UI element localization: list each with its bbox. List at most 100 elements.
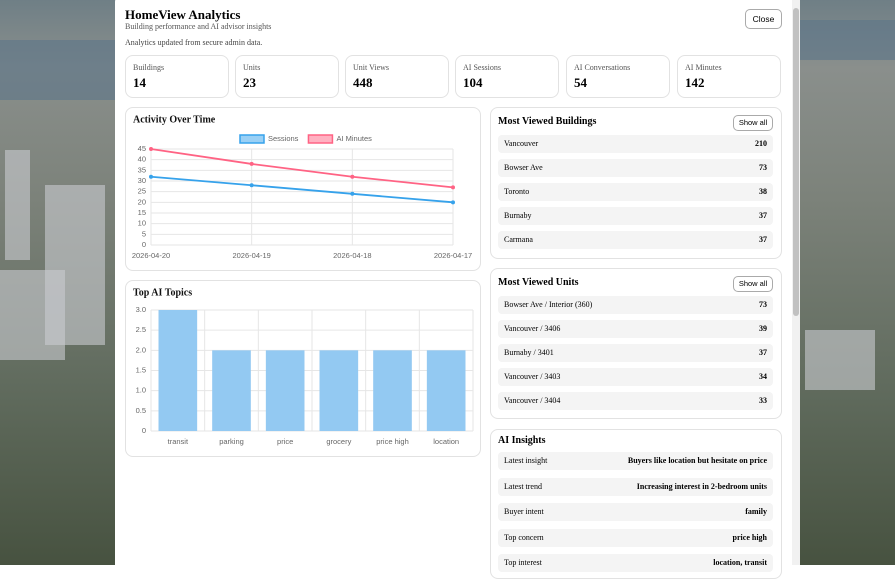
y-tick-label: 1.0 — [136, 386, 146, 395]
stat-label: AI Minutes — [685, 63, 722, 72]
list-row: Bowser Ave 73 — [498, 159, 773, 177]
row-value: 37 — [759, 235, 767, 244]
row-value: 33 — [759, 396, 767, 405]
y-tick-label: 2.0 — [136, 345, 146, 354]
x-tick-label: parking — [219, 437, 244, 446]
x-tick-label: location — [433, 437, 459, 446]
y-tick-label: 25 — [138, 187, 146, 196]
y-tick-label: 0 — [142, 426, 146, 435]
show-all-button[interactable]: Show all — [733, 115, 773, 131]
row-value: 34 — [759, 372, 767, 381]
note: Analytics updated from secure admin data… — [125, 38, 263, 47]
row-label: Bowser Ave / Interior (360) — [504, 300, 593, 309]
stat-label: Buildings — [133, 63, 165, 72]
list-row: Vancouver / 3406 39 — [498, 320, 773, 338]
subtitle: Building performance and AI advisor insi… — [125, 22, 272, 31]
scrollbar-thumb[interactable] — [793, 8, 799, 316]
row-label: Vancouver / 3406 — [504, 324, 561, 333]
y-tick-label: 2.5 — [136, 325, 146, 334]
stat-label: AI Conversations — [574, 63, 631, 72]
row-label: Buyer intent — [504, 507, 544, 516]
activity-card — [125, 107, 481, 271]
y-tick-label: 40 — [138, 155, 146, 164]
row-value: Increasing interest in 2-bedroom units — [636, 481, 767, 491]
bar — [212, 350, 251, 431]
line — [150, 148, 454, 189]
show-all-button[interactable]: Show all — [733, 276, 773, 292]
y-tick-label: 30 — [138, 176, 146, 185]
list-row: Latest insight Buyers like location but h… — [498, 452, 773, 470]
list-row: Burnaby / 3401 37 — [498, 344, 773, 362]
row-label: Vancouver / 3403 — [504, 372, 561, 381]
stat-value: 23 — [243, 75, 256, 90]
legend-swatch — [239, 134, 265, 144]
list-row: Bowser Ave / Interior (360) 73 — [498, 296, 773, 314]
row-value: 210 — [755, 139, 767, 148]
y-tick-label: 35 — [138, 165, 146, 174]
stat-value: 54 — [574, 75, 587, 90]
row-label: Latest trend — [504, 481, 542, 491]
x-tick-label: transit — [168, 437, 189, 446]
list-row: Vancouver / 3403 34 — [498, 368, 773, 386]
chart-title: Top AI Topics — [133, 287, 192, 298]
row-label: Latest insight — [504, 456, 548, 465]
row-value: 73 — [759, 300, 767, 309]
y-tick-label: 0 — [142, 240, 146, 249]
row-label: Bowser Ave — [504, 163, 543, 172]
legend-swatch — [307, 134, 334, 144]
y-tick-label: 5 — [142, 229, 146, 238]
stat-label: Units — [243, 63, 261, 72]
bar — [319, 350, 359, 431]
row-value: 37 — [759, 348, 767, 357]
line — [150, 175, 454, 204]
section-title: AI Insights — [498, 435, 546, 446]
y-tick-label: 15 — [138, 208, 146, 217]
list-row: Toronto 38 — [498, 183, 773, 201]
x-tick-label: grocery — [326, 437, 351, 446]
row-label: Burnaby / 3401 — [504, 348, 554, 357]
list-row: Vancouver 210 — [498, 135, 773, 153]
point — [149, 147, 153, 151]
stat-card: Buildings 14 — [125, 55, 229, 98]
row-label: Top interest — [504, 558, 542, 567]
stat-card: Unit Views 448 — [345, 55, 449, 98]
water-image — [800, 20, 895, 60]
list-row: Top concern price high — [498, 528, 773, 547]
list-row: Top interest location, transit — [498, 554, 773, 572]
row-value: location, transit — [713, 558, 767, 567]
row-label: Burnaby — [504, 211, 532, 220]
list-row: Buyer intent family — [498, 503, 773, 521]
x-tick-label: 2026-04-19 — [232, 251, 270, 260]
row-label: Top concern — [504, 532, 544, 542]
point — [350, 191, 355, 196]
x-tick-label: 2026-04-17 — [434, 251, 472, 260]
x-tick-label: 2026-04-18 — [333, 251, 371, 260]
row-value: 38 — [759, 187, 767, 196]
legend-label: Sessions — [268, 134, 299, 143]
bar — [158, 310, 198, 431]
row-label: Vancouver / 3404 — [504, 396, 561, 405]
row-value: 39 — [759, 324, 767, 333]
y-tick-label: 0.5 — [136, 406, 146, 415]
stat-card: AI Minutes 142 — [677, 55, 781, 98]
stat-card: AI Sessions 104 — [455, 55, 559, 98]
list-row: Carmana 37 — [498, 231, 773, 249]
stat-value: 104 — [463, 75, 483, 90]
row-label: Carmana — [504, 235, 533, 244]
close-button[interactable]: Close — [745, 9, 782, 29]
point — [350, 174, 355, 179]
building-image — [805, 330, 875, 390]
row-value: 37 — [759, 211, 767, 220]
section-title: Most Viewed Units — [498, 277, 579, 288]
bar — [373, 350, 412, 431]
chart-title: Activity Over Time — [133, 114, 216, 125]
stat-label: AI Sessions — [463, 63, 502, 72]
row-value: family — [745, 507, 767, 516]
point — [249, 183, 254, 188]
title: HomeView Analytics — [125, 7, 241, 22]
water-image — [0, 40, 115, 100]
y-tick-label: 45 — [138, 144, 146, 153]
y-tick-label: 1.5 — [136, 365, 146, 374]
row-value: price high — [732, 532, 767, 542]
